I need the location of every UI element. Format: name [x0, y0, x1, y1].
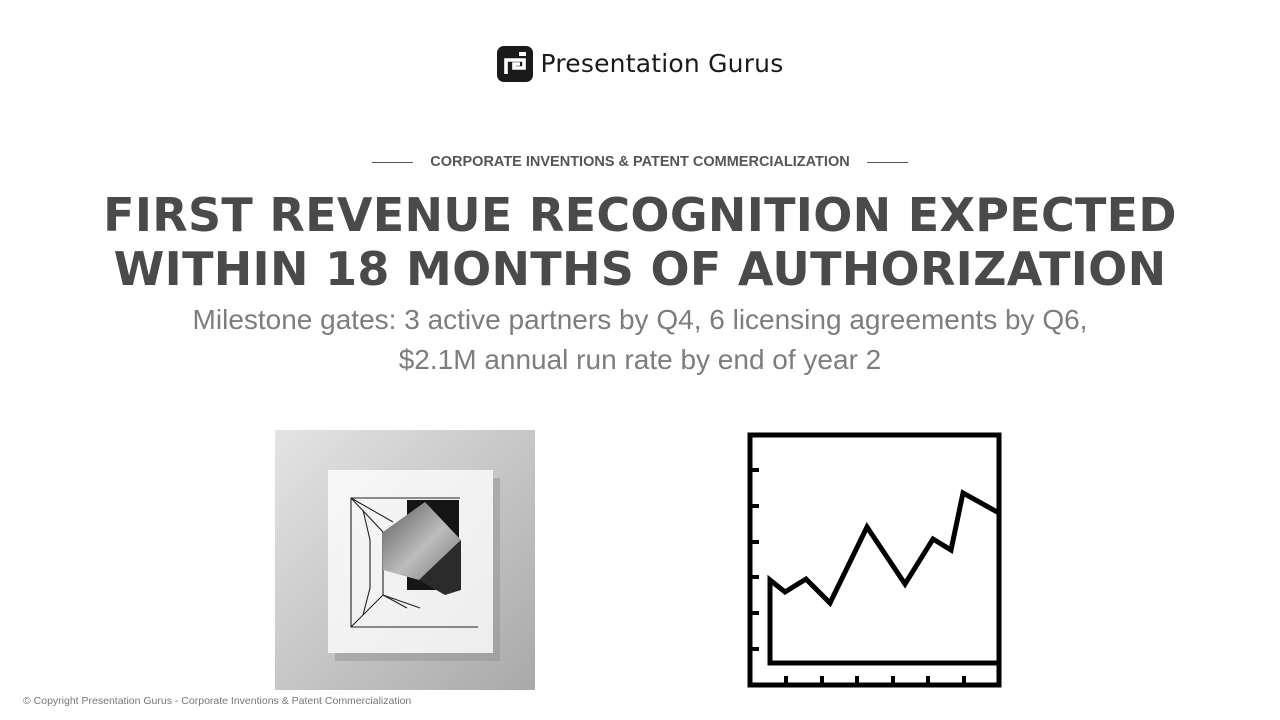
- title-line-1: FIRST REVENUE RECOGNITION EXPECTED: [103, 188, 1177, 242]
- brand-name: Presentation Gurus: [540, 49, 784, 78]
- eyebrow-line-left: [372, 161, 414, 163]
- eyebrow: CORPORATE INVENTIONS & PATENT COMMERCIAL…: [0, 152, 1280, 172]
- footer-copyright: © Copyright Presentation Gurus - Corpora…: [23, 695, 412, 707]
- brand-logo: Presentation Gurus: [0, 46, 1280, 82]
- subtitle: Milestone gates: 3 active partners by Q4…: [120, 300, 1160, 380]
- abstract-geometric-art-image: [275, 430, 535, 690]
- subtitle-line-1: Milestone gates: 3 active partners by Q4…: [192, 304, 1088, 335]
- presentation-gurus-logo-icon: [496, 46, 533, 82]
- subtitle-line-2: $2.1M annual run rate by end of year 2: [398, 344, 882, 375]
- page-title: FIRST REVENUE RECOGNITION EXPECTED WITHI…: [100, 188, 1180, 296]
- eyebrow-line-right: [866, 161, 908, 163]
- title-line-2: WITHIN 18 MONTHS OF AUTHORIZATION: [113, 242, 1167, 296]
- line-chart-icon: [747, 432, 1002, 688]
- eyebrow-text: CORPORATE INVENTIONS & PATENT COMMERCIAL…: [430, 154, 850, 170]
